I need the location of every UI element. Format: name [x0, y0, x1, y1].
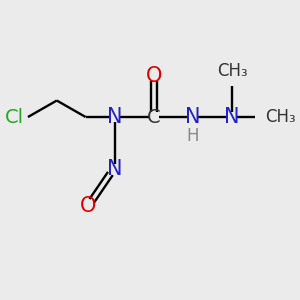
Text: O: O [146, 66, 162, 86]
Text: Cl: Cl [5, 107, 24, 127]
Text: N: N [224, 107, 240, 127]
Text: CH₃: CH₃ [217, 62, 247, 80]
Text: CH₃: CH₃ [265, 108, 296, 126]
Text: O: O [80, 196, 96, 216]
Text: N: N [107, 107, 122, 127]
Text: C: C [147, 107, 160, 127]
Text: N: N [185, 107, 201, 127]
Text: N: N [107, 158, 122, 178]
Text: H: H [187, 127, 199, 145]
